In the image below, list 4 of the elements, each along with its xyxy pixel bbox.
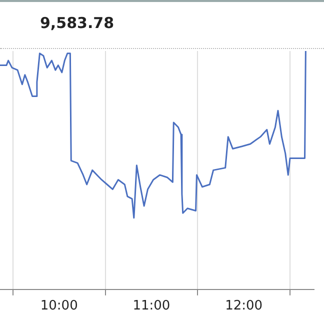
x-tick-label: 12:00 (225, 298, 263, 314)
x-tick-label: 11:00 (132, 298, 170, 314)
x-tick-label: 10:00 (40, 298, 78, 314)
text: 9,583.78 (40, 14, 114, 32)
